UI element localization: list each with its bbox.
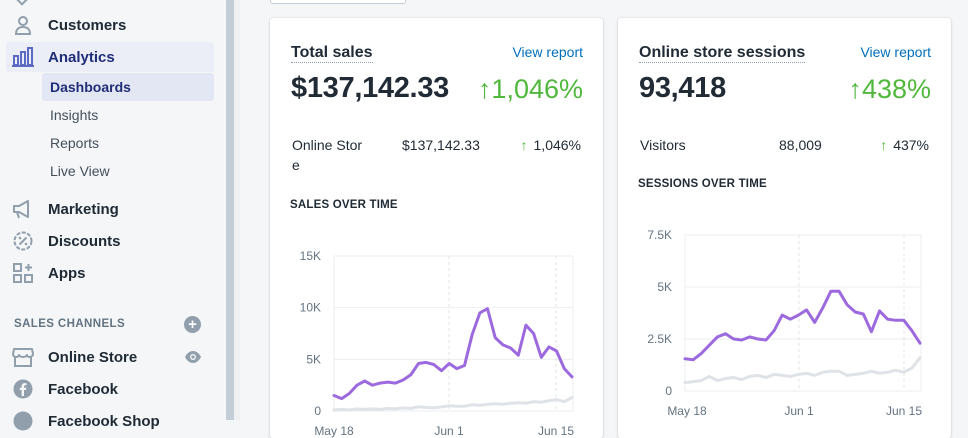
y-tick-label: 15K: [300, 249, 321, 263]
total-sales-card: Total sales View report $137,142.33 ↑ 1,0…: [270, 18, 603, 438]
y-tick-label: 10K: [300, 301, 321, 315]
total-sales-value: $137,142.33: [291, 72, 449, 104]
store-icon: [12, 346, 34, 368]
apps-icon: [12, 262, 34, 284]
eye-icon[interactable]: [184, 350, 202, 364]
up-arrow-icon: ↑: [520, 137, 528, 153]
x-tick-label: Jun 1: [784, 404, 814, 418]
total-sales-change: ↑1,046%: [477, 74, 583, 104]
sidebar-item-analytics[interactable]: Analytics: [6, 42, 214, 72]
breakdown-value: 88,009: [779, 137, 822, 153]
sidebar-item-online-store[interactable]: Online Store: [6, 342, 214, 372]
y-tick-label: 2.5K: [647, 332, 672, 346]
y-tick-label: 5K: [657, 280, 672, 294]
breakdown-value: $137,142.33: [402, 137, 480, 153]
sidebar-item-discounts[interactable]: Discounts: [6, 226, 214, 256]
sales-channels-heading: SALES CHANNELS: [14, 318, 126, 330]
customer-icon: [12, 14, 34, 36]
facebook-shop-icon: [12, 410, 34, 432]
sidebar-item-label: Customers: [48, 16, 127, 34]
sidebar-item-label: Discounts: [48, 232, 121, 250]
sidebar-item-facebook-shop[interactable]: Facebook Shop: [6, 406, 214, 436]
breakdown-change: ↑ 1,046%: [521, 137, 581, 153]
chart-heading: SALES OVER TIME: [290, 199, 398, 211]
sidebar-item-label: Facebook: [48, 380, 119, 398]
card-title[interactable]: Online store sessions: [639, 44, 806, 63]
y-tick-label: 7.5K: [647, 228, 672, 242]
sessions-value: 93,418: [639, 72, 726, 104]
chevron-up-icon: [16, 0, 28, 6]
y-tick-label: 0: [314, 404, 321, 418]
breakdown-label: Visitors: [640, 137, 686, 153]
breakdown-change-value: 437%: [893, 137, 929, 153]
card-title[interactable]: Total sales: [291, 44, 373, 63]
sidebar-item-apps[interactable]: Apps: [6, 258, 214, 288]
sales-over-time-chart: 0 5K 10K 15K May 18 Jun 1 Jun 15: [300, 249, 575, 438]
sidebar-subitem-reports[interactable]: Reports: [42, 129, 214, 157]
breakdown-label: Online Stor e: [292, 137, 363, 173]
x-tick-label: May 18: [667, 404, 707, 418]
up-arrow-icon: ↑: [880, 137, 888, 153]
sidebar-item-customers[interactable]: Customers: [6, 10, 214, 40]
analytics-icon: [12, 46, 34, 68]
breakdown-change-value: 1,046%: [533, 137, 581, 153]
view-report-link[interactable]: View report: [860, 44, 931, 60]
sessions-change: ↑438%: [848, 74, 931, 104]
sidebar-item-label: Apps: [48, 264, 86, 282]
scroll-track: [234, 0, 240, 420]
sidebar-subitem-insights[interactable]: Insights: [42, 101, 214, 129]
y-tick-label: 0: [665, 384, 672, 398]
sessions-over-time-chart: 0 2.5K 5K 7.5K May 18 Jun 1 Jun 15: [647, 228, 922, 418]
sidebar-subitem-dashboards[interactable]: Dashboards: [42, 73, 214, 101]
sidebar-item-marketing[interactable]: Marketing: [6, 194, 214, 224]
x-tick-label: Jun 15: [886, 404, 922, 418]
sidebar-scrollbar[interactable]: [226, 0, 234, 420]
sidebar-subitem-label: Live View: [50, 163, 110, 179]
facebook-icon: [12, 378, 34, 400]
x-tick-label: Jun 1: [434, 424, 464, 438]
y-tick-label: 5K: [306, 352, 321, 366]
sidebar-item-label: Online Store: [48, 348, 138, 366]
series-line-current: [683, 289, 922, 362]
chart-heading: SESSIONS OVER TIME: [638, 178, 767, 190]
marketing-icon: [12, 198, 34, 220]
discount-icon: [12, 230, 34, 252]
breakdown-change: ↑ 437%: [880, 137, 929, 153]
series-line-comparison: [332, 396, 574, 412]
sidebar-subitem-label: Dashboards: [50, 79, 131, 95]
sidebar-item-label: Analytics: [48, 48, 115, 66]
sidebar-subitem-label: Reports: [50, 135, 100, 151]
sidebar-subitem-label: Insights: [50, 107, 99, 123]
sidebar-subitem-live-view[interactable]: Live View: [42, 157, 214, 185]
view-report-link[interactable]: View report: [512, 44, 583, 60]
date-range-button[interactable]: [270, 0, 406, 4]
series-line-comparison: [683, 356, 922, 385]
add-channel-icon[interactable]: +: [184, 316, 201, 333]
x-tick-label: May 18: [314, 424, 354, 438]
sidebar: Customers Analytics Dashboards Insights …: [0, 0, 226, 431]
online-store-sessions-card: Online store sessions View report 93,418…: [618, 18, 951, 438]
series-line-current: [332, 307, 574, 401]
sidebar-item-facebook[interactable]: Facebook: [6, 374, 214, 404]
sidebar-item-label: Facebook Shop: [48, 412, 160, 430]
sidebar-item-label: Marketing: [48, 200, 119, 218]
x-tick-label: Jun 15: [538, 424, 574, 438]
